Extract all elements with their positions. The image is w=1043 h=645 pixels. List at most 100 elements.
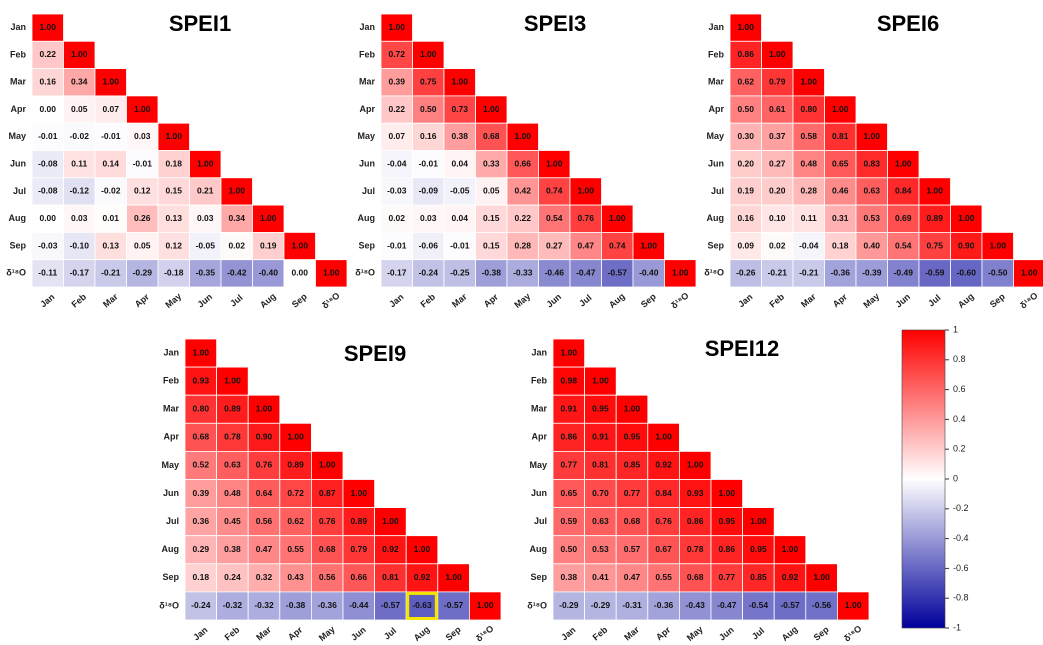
column-label: May xyxy=(317,624,337,643)
cell-value-label: 0.92 xyxy=(382,544,399,554)
heatmap-cell xyxy=(824,204,857,233)
cell-value-label: -0.57 xyxy=(780,600,800,610)
cell-value-label: 0.38 xyxy=(451,131,468,141)
cell-value-label: 0.68 xyxy=(193,432,210,442)
heatmap-cell xyxy=(584,535,617,565)
cell-value-label: 0.61 xyxy=(769,104,786,114)
heatmap-cell xyxy=(31,13,64,42)
heatmap-cell xyxy=(792,122,825,151)
heatmap-cell xyxy=(216,507,249,537)
cell-value-label: 0.46 xyxy=(832,186,849,196)
heatmap-cell xyxy=(761,122,794,151)
colorbar-tick-label: 0.8 xyxy=(953,354,966,364)
cell-value-label: 0.63 xyxy=(863,186,880,196)
row-label: May xyxy=(706,131,724,141)
column-label: Jan xyxy=(38,292,56,310)
cell-value-label: 1.00 xyxy=(451,77,468,87)
cell-value-label: -0.04 xyxy=(387,158,407,168)
cell-value-label: 0.76 xyxy=(319,516,336,526)
heatmap-cell xyxy=(792,150,825,179)
cell-value-label: -0.36 xyxy=(654,600,674,610)
row-label: Jul xyxy=(711,186,724,196)
cell-value-label: -0.32 xyxy=(254,600,274,610)
heatmap-cell xyxy=(184,507,218,537)
cell-value-label: 1.00 xyxy=(134,104,151,114)
heatmap-cell xyxy=(615,394,649,424)
cell-value-label: 1.00 xyxy=(577,186,594,196)
heatmap-cell xyxy=(216,591,249,621)
cell-value-label: -0.43 xyxy=(686,600,706,610)
heatmap-cell xyxy=(184,366,218,396)
heatmap-cell xyxy=(761,231,794,261)
cell-value-label: 0.43 xyxy=(287,572,304,582)
cell-value-label: 0.73 xyxy=(451,104,468,114)
cell-value-label: -0.11 xyxy=(38,268,57,278)
cell-value-label: -0.59 xyxy=(925,268,945,278)
cell-value-label: -0.36 xyxy=(831,268,851,278)
cell-value-label: 0.05 xyxy=(483,186,500,196)
cell-value-label: 0.59 xyxy=(561,516,578,526)
heatmap-cell xyxy=(437,591,470,621)
column-label: Jan xyxy=(387,292,405,310)
row-label: Apr xyxy=(532,432,548,442)
cell-value-label: 0.00 xyxy=(39,213,56,223)
cell-value-label: 1.00 xyxy=(193,347,210,357)
heatmap-cell xyxy=(552,338,586,368)
column-label: Jun xyxy=(349,625,368,643)
cell-value-label: 0.10 xyxy=(769,213,786,223)
heatmap-cell xyxy=(632,259,665,288)
cell-value-label: 0.32 xyxy=(256,572,273,582)
cell-value-label: -0.01 xyxy=(38,131,58,141)
cell-value-label: 0.77 xyxy=(719,572,736,582)
cell-value-label: 1.00 xyxy=(382,516,399,526)
heatmap-cell xyxy=(63,95,96,124)
column-label: Aug xyxy=(412,624,432,643)
colorbar-tick-label: -1 xyxy=(953,622,961,632)
column-label: Jul xyxy=(750,626,766,642)
cell-value-label: 0.30 xyxy=(737,131,754,141)
heatmap-cell xyxy=(506,204,539,233)
heatmap-cell xyxy=(468,591,502,621)
heatmap-cell xyxy=(184,535,218,565)
cell-value-label: 0.11 xyxy=(801,213,817,223)
cell-value-label: 0.75 xyxy=(420,77,437,87)
cell-value-label: 0.13 xyxy=(102,240,119,250)
heatmap-panel: SPEI6 Jan Jan Feb Feb Mar Mar Apr Apr May May Jun Ju… xyxy=(704,11,1043,311)
cell-value-label: 1.00 xyxy=(640,240,657,250)
cell-value-label: 1.00 xyxy=(609,213,626,223)
row-label: Aug xyxy=(358,213,376,223)
heatmap-cell xyxy=(380,204,413,233)
cell-value-label: 0.58 xyxy=(800,131,817,141)
cell-value-label: 0.34 xyxy=(71,77,88,87)
heatmap-cell xyxy=(310,479,344,509)
heatmap-cell xyxy=(679,591,712,621)
heatmap-cell xyxy=(761,40,794,69)
cell-value-label: 0.84 xyxy=(655,488,672,498)
cell-value-label: -0.57 xyxy=(381,600,401,610)
cell-value-label: 0.36 xyxy=(193,516,210,526)
heatmap-cell xyxy=(184,591,218,621)
heatmap-cell xyxy=(601,259,634,288)
heatmap-cell xyxy=(584,507,617,537)
cell-value-label: 0.28 xyxy=(514,240,531,250)
cell-value-label: -0.03 xyxy=(387,186,407,196)
cell-value-label: -0.25 xyxy=(450,268,470,278)
cell-value-label: -0.56 xyxy=(812,600,832,610)
heatmap-cell xyxy=(310,535,344,565)
heatmap-cell xyxy=(679,563,712,593)
heatmap-cell xyxy=(761,68,794,97)
heatmap-cell xyxy=(405,535,439,565)
cell-value-label: 0.02 xyxy=(769,240,786,250)
heatmap-cell xyxy=(380,177,413,206)
cell-value-label: 0.07 xyxy=(102,104,119,114)
row-label: δ¹⁸O xyxy=(6,268,26,278)
row-label: May xyxy=(8,131,26,141)
row-label: Apr xyxy=(360,104,376,114)
column-label: Aug xyxy=(607,291,627,310)
heatmap-cell xyxy=(824,231,857,261)
cell-value-label: 0.72 xyxy=(388,49,405,59)
cell-value-label: -0.35 xyxy=(196,268,216,278)
row-label: Sep xyxy=(530,572,547,582)
cell-value-label: 1.00 xyxy=(256,404,273,414)
heatmap-panel: SPEI1 Jan Jan Feb Feb Mar Mar Apr Apr May May Jun Ju… xyxy=(6,11,348,311)
